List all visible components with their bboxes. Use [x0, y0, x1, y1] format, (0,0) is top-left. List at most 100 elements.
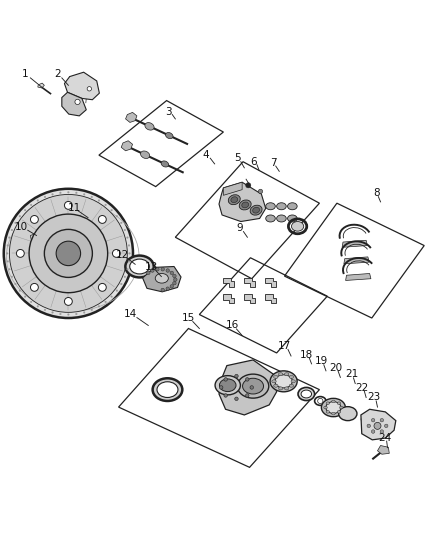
Circle shape: [124, 229, 126, 231]
Circle shape: [173, 274, 176, 278]
Polygon shape: [244, 294, 255, 303]
Circle shape: [161, 268, 164, 271]
Ellipse shape: [266, 203, 276, 210]
Circle shape: [116, 290, 118, 292]
Circle shape: [380, 430, 384, 433]
Circle shape: [37, 305, 39, 307]
Ellipse shape: [332, 400, 335, 403]
Circle shape: [31, 284, 39, 292]
Circle shape: [30, 204, 32, 206]
Polygon shape: [244, 278, 255, 287]
Ellipse shape: [298, 387, 314, 400]
Ellipse shape: [242, 202, 249, 208]
Circle shape: [91, 309, 92, 311]
Ellipse shape: [332, 413, 335, 415]
Polygon shape: [62, 92, 86, 116]
Circle shape: [67, 313, 69, 316]
Circle shape: [8, 237, 10, 238]
Circle shape: [10, 195, 127, 312]
Circle shape: [11, 276, 13, 278]
Circle shape: [56, 241, 81, 265]
Circle shape: [151, 269, 154, 272]
Ellipse shape: [337, 402, 341, 405]
Text: 15: 15: [182, 313, 195, 323]
Text: 14: 14: [124, 309, 138, 319]
Ellipse shape: [326, 402, 329, 405]
Ellipse shape: [275, 375, 292, 388]
Circle shape: [83, 312, 85, 313]
Text: 17: 17: [278, 341, 291, 351]
Circle shape: [75, 99, 80, 104]
Circle shape: [111, 296, 113, 297]
Ellipse shape: [277, 203, 286, 210]
Polygon shape: [219, 182, 266, 222]
Circle shape: [105, 204, 106, 206]
Circle shape: [173, 278, 177, 281]
Ellipse shape: [243, 378, 264, 394]
Circle shape: [52, 312, 53, 313]
Ellipse shape: [157, 382, 178, 398]
Circle shape: [235, 374, 238, 378]
Circle shape: [75, 192, 77, 193]
Ellipse shape: [289, 375, 293, 378]
Polygon shape: [126, 112, 137, 123]
Circle shape: [113, 249, 120, 257]
Circle shape: [111, 209, 113, 211]
Circle shape: [116, 215, 118, 217]
Circle shape: [374, 422, 381, 430]
Polygon shape: [346, 273, 371, 280]
Ellipse shape: [291, 380, 295, 383]
Circle shape: [29, 214, 108, 293]
Text: 1: 1: [21, 69, 28, 79]
Circle shape: [19, 215, 21, 217]
Ellipse shape: [145, 123, 154, 130]
Polygon shape: [143, 266, 181, 292]
Circle shape: [98, 305, 100, 307]
Ellipse shape: [288, 215, 297, 222]
Ellipse shape: [324, 406, 327, 409]
Ellipse shape: [270, 371, 297, 392]
Ellipse shape: [250, 205, 262, 215]
Text: 13: 13: [145, 262, 158, 271]
Ellipse shape: [339, 406, 343, 409]
Circle shape: [16, 249, 24, 257]
Text: 21: 21: [346, 369, 359, 379]
Circle shape: [91, 196, 92, 198]
Circle shape: [14, 283, 16, 285]
Circle shape: [24, 296, 26, 297]
Circle shape: [87, 87, 92, 91]
Circle shape: [129, 253, 131, 254]
Polygon shape: [344, 257, 369, 264]
Circle shape: [128, 245, 130, 246]
Circle shape: [83, 193, 85, 195]
Ellipse shape: [231, 197, 238, 203]
Ellipse shape: [274, 384, 278, 387]
Circle shape: [67, 191, 69, 193]
Circle shape: [24, 209, 26, 211]
Ellipse shape: [155, 273, 168, 283]
Circle shape: [127, 237, 128, 238]
Ellipse shape: [301, 390, 311, 398]
Text: 23: 23: [367, 392, 381, 402]
Text: 7: 7: [270, 158, 277, 167]
Circle shape: [147, 271, 150, 274]
Ellipse shape: [291, 222, 304, 231]
Text: 16: 16: [226, 320, 239, 330]
Polygon shape: [223, 278, 234, 287]
Circle shape: [166, 269, 170, 272]
Text: 6: 6: [251, 157, 257, 167]
Circle shape: [60, 192, 61, 193]
Ellipse shape: [284, 387, 289, 390]
Circle shape: [120, 222, 122, 224]
Circle shape: [166, 287, 170, 290]
Polygon shape: [378, 446, 389, 454]
Ellipse shape: [279, 387, 283, 390]
Circle shape: [8, 268, 10, 270]
Circle shape: [258, 189, 263, 193]
Ellipse shape: [274, 375, 278, 378]
Ellipse shape: [339, 407, 357, 421]
Polygon shape: [64, 72, 99, 100]
Circle shape: [44, 196, 46, 198]
Circle shape: [367, 424, 371, 427]
Ellipse shape: [141, 151, 150, 158]
